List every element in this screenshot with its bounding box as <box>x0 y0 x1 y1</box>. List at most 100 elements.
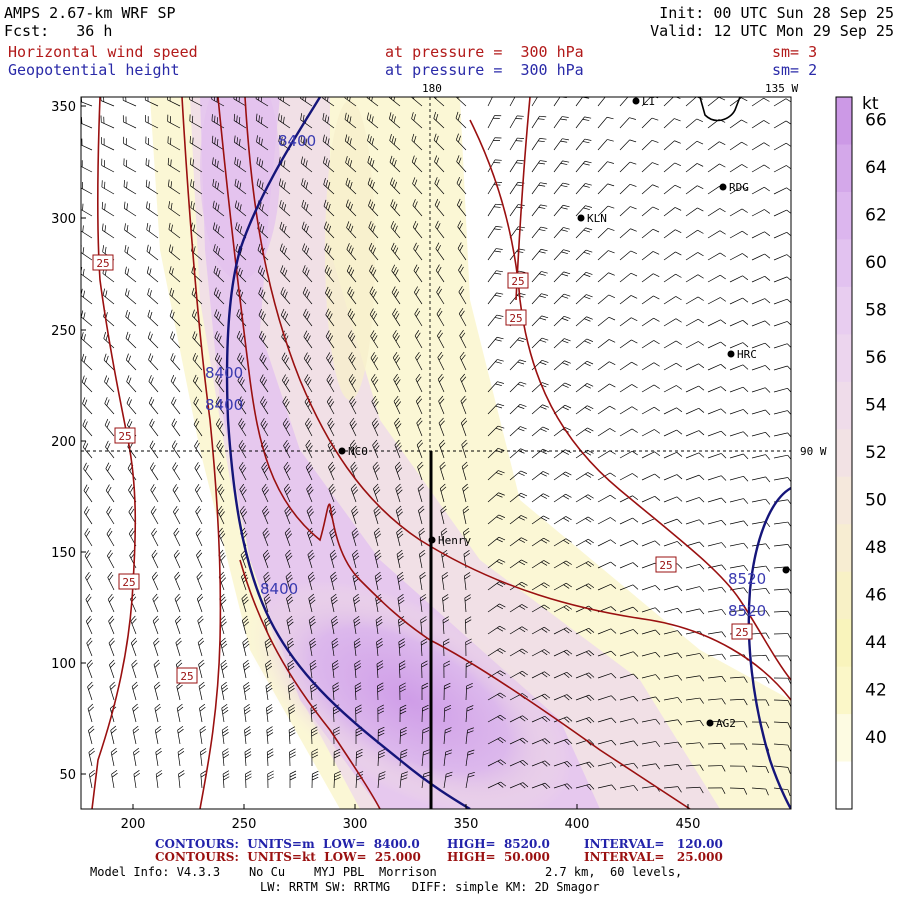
wind-barb <box>685 118 704 129</box>
wind-barb <box>411 133 423 151</box>
wind-barb <box>105 440 115 459</box>
wind-barb <box>441 572 449 591</box>
wind-barb <box>685 720 704 727</box>
wind-barb <box>104 397 115 415</box>
wind-barb <box>553 649 573 657</box>
wind-barb <box>487 670 506 679</box>
wind-barb <box>215 418 225 437</box>
wind-barb <box>509 648 528 657</box>
wind-barb <box>155 747 162 767</box>
wind-barb <box>417 461 424 481</box>
wind-barb <box>641 585 661 591</box>
wind-barb <box>328 461 336 481</box>
wind-barb <box>323 221 335 239</box>
wind-barb <box>619 718 639 724</box>
wind-speed-shading <box>150 97 791 809</box>
wind-barb <box>105 462 115 481</box>
wind-barb <box>575 138 592 151</box>
wind-barb <box>149 418 159 437</box>
wind-barb <box>487 536 506 547</box>
wind-barb <box>322 134 335 151</box>
wind-barb <box>531 359 549 371</box>
wind-barb <box>685 474 705 481</box>
wind-barb <box>619 606 639 613</box>
wind-barb <box>123 180 137 195</box>
wind-barb <box>751 431 771 438</box>
wind-barb <box>553 538 572 547</box>
wind-barb <box>122 115 137 129</box>
wind-barb <box>81 160 93 173</box>
wind-barb <box>663 362 682 371</box>
wind-barb <box>259 330 269 349</box>
wind-barb <box>391 264 401 283</box>
wind-barb <box>531 138 547 151</box>
wind-barb <box>88 769 96 789</box>
wind-barb <box>707 586 727 593</box>
wind-barb <box>707 542 727 548</box>
wind-barb <box>311 770 319 789</box>
wind-barb <box>751 231 771 239</box>
wind-barb <box>509 470 528 481</box>
wind-barb <box>575 427 594 437</box>
colorbar-swatch <box>836 619 852 668</box>
wind-barb <box>531 471 550 481</box>
wind-barb <box>259 352 269 371</box>
wind-barb <box>421 727 430 745</box>
wind-barb <box>641 674 661 680</box>
wind-barb <box>169 309 181 327</box>
wind-contour-label: 25 <box>118 573 140 590</box>
wind-barb <box>597 583 617 591</box>
wind-barb <box>641 607 661 613</box>
wind-barb <box>233 113 247 129</box>
wind-barb <box>410 97 423 107</box>
wind-barb <box>282 396 291 415</box>
wind-barb <box>487 492 505 503</box>
wind-barb <box>619 673 639 680</box>
wind-barb <box>553 182 570 195</box>
wind-barb <box>111 769 118 789</box>
wind-barb <box>152 593 159 613</box>
svg-text:LI: LI <box>642 95 655 108</box>
wind-barb <box>442 594 449 613</box>
wind-barb <box>597 383 616 393</box>
footer-wind-contours-c: INTERVAL= 25.000 <box>584 850 723 864</box>
wind-barb <box>81 375 93 393</box>
wind-barb <box>370 330 379 349</box>
wind-barb <box>487 270 503 283</box>
wind-barb <box>439 483 447 503</box>
wind-barb <box>399 682 406 701</box>
wind-barb <box>421 771 431 789</box>
svg-text:AG2: AG2 <box>716 717 736 730</box>
wind-barb <box>685 586 705 592</box>
wind-barb <box>597 539 617 547</box>
wind-barb <box>368 199 379 217</box>
wind-barb <box>371 373 379 393</box>
wind-barb <box>751 677 770 684</box>
wind-barb <box>465 749 475 767</box>
wind-barb <box>300 156 313 173</box>
wind-barb <box>619 384 638 393</box>
wind-barb <box>84 550 93 569</box>
wind-barb <box>597 183 615 195</box>
wind-barb <box>152 615 159 635</box>
wind-barb <box>369 286 379 305</box>
wind-barb <box>663 451 683 459</box>
wind-barb <box>773 477 791 484</box>
wind-barb <box>349 439 358 459</box>
wind-barb <box>729 386 749 393</box>
wind-barb <box>462 483 469 503</box>
wind-barb <box>685 207 704 217</box>
wind-barb <box>685 608 705 615</box>
wind-barb <box>394 417 402 437</box>
wind-barb <box>707 430 727 437</box>
wind-barb <box>641 273 660 283</box>
wind-barb <box>331 660 339 679</box>
wind-barb <box>370 352 379 371</box>
meridian-label-135w: 135 W <box>765 82 798 95</box>
wind-barb <box>619 317 638 327</box>
wind-barb <box>751 787 769 796</box>
wind-barb <box>125 288 137 305</box>
wind-barb <box>509 492 528 503</box>
model-title: AMPS 2.67-km WRF SP <box>4 4 176 22</box>
wind-barb <box>685 318 704 327</box>
